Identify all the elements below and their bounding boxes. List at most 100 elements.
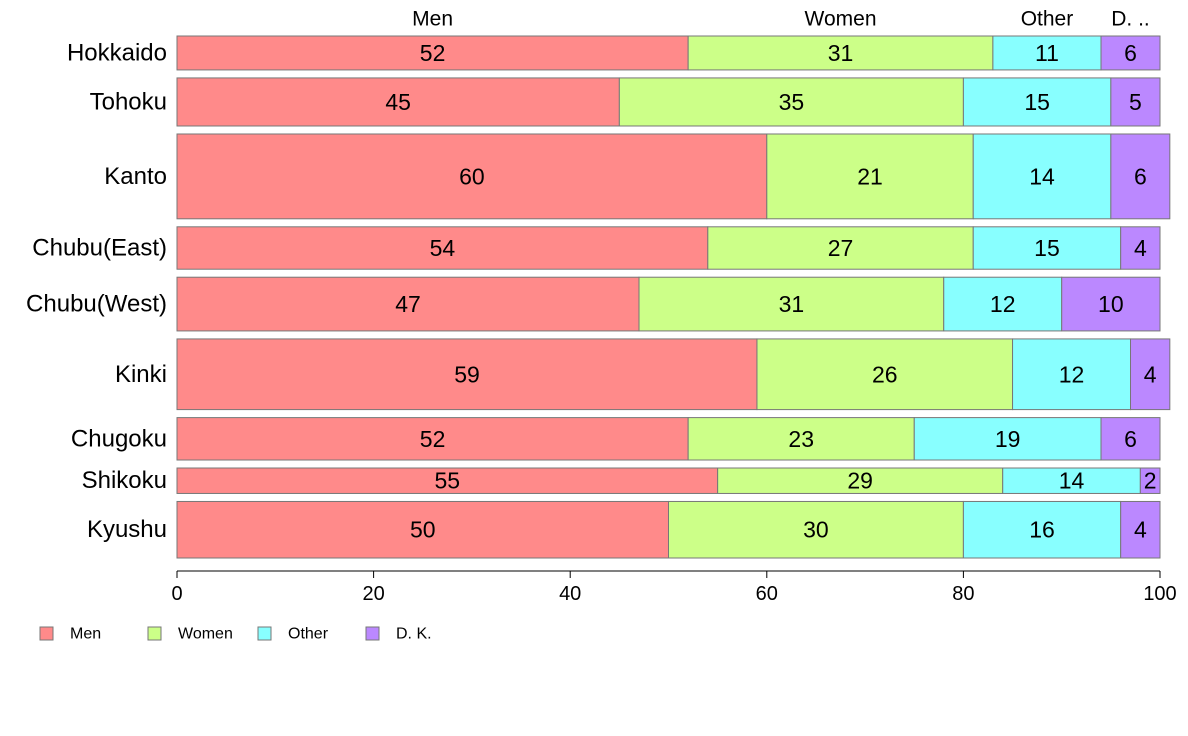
bar-segment-other bbox=[992, 35, 1102, 71]
data-label: 26 bbox=[872, 361, 898, 387]
row-chugoku: Chugoku 52 23 19 6 bbox=[71, 417, 1161, 461]
data-label: 29 bbox=[847, 468, 873, 494]
data-label: 52 bbox=[420, 40, 446, 66]
x-axis: 0 20 40 60 80 100 bbox=[171, 570, 1177, 605]
bar-segment-women bbox=[618, 77, 964, 127]
data-label: 54 bbox=[430, 235, 456, 261]
bar-segment-men bbox=[176, 133, 768, 220]
bar-segment-other bbox=[1012, 338, 1132, 411]
row-label: Shikoku bbox=[82, 467, 167, 494]
bar-segment-women bbox=[668, 500, 964, 559]
data-label: 4 bbox=[1144, 361, 1157, 387]
bar-segment-d-k bbox=[1120, 500, 1161, 559]
data-label: 30 bbox=[803, 517, 829, 543]
data-label: 6 bbox=[1134, 163, 1147, 189]
column-header: Men bbox=[412, 8, 453, 31]
row-kyushu: Kyushu 50 30 16 4 bbox=[87, 500, 1161, 559]
x-tick-label: 40 bbox=[559, 583, 581, 605]
legend-item-d-k: D. K. bbox=[365, 626, 432, 643]
data-label: 45 bbox=[385, 89, 411, 115]
row-tohoku: Tohoku 45 35 15 5 bbox=[90, 77, 1161, 127]
x-tick-label: 60 bbox=[756, 583, 778, 605]
row-label: Kinki bbox=[115, 361, 167, 388]
legend-item-men: Men bbox=[39, 626, 101, 643]
x-tick-label: 20 bbox=[362, 583, 384, 605]
data-label: 21 bbox=[857, 163, 883, 189]
legend-swatch bbox=[147, 626, 162, 641]
bar-segment-men bbox=[176, 77, 620, 127]
bar-segment-men bbox=[176, 276, 640, 332]
row-hokkaido: Hokkaido 52 31 11 6 bbox=[67, 35, 1161, 71]
bar-segment-men bbox=[176, 467, 719, 494]
legend-swatch bbox=[39, 626, 54, 641]
bar-segment-d-k bbox=[1120, 226, 1161, 270]
row-label: Chubu(East) bbox=[32, 235, 167, 262]
legend-swatch bbox=[257, 626, 272, 641]
bar-segment-men bbox=[176, 338, 758, 411]
bar-segment-women bbox=[638, 276, 945, 332]
legend-label: Other bbox=[288, 626, 329, 643]
bar-segment-d-k bbox=[1100, 417, 1161, 461]
data-label: 11 bbox=[1035, 40, 1059, 66]
legend-item-women: Women bbox=[147, 626, 233, 643]
bar-segment-other bbox=[1002, 467, 1141, 494]
bar-segment-men bbox=[176, 417, 689, 461]
data-label: 16 bbox=[1029, 517, 1055, 543]
bar-segment-d-k bbox=[1100, 35, 1161, 71]
data-label: 6 bbox=[1124, 426, 1137, 452]
column-header: D. .. bbox=[1111, 8, 1150, 31]
data-label: 50 bbox=[410, 517, 436, 543]
data-label: 4 bbox=[1134, 235, 1147, 261]
data-label: 12 bbox=[1059, 361, 1085, 387]
data-label: 52 bbox=[420, 426, 446, 452]
row-label: Kyushu bbox=[87, 516, 167, 543]
data-label: 12 bbox=[990, 291, 1016, 317]
column-headers: Men Women Other D. .. bbox=[412, 8, 1150, 31]
legend-swatch bbox=[365, 626, 380, 641]
row-kanto: Kanto 60 21 14 6 bbox=[104, 133, 1171, 220]
x-tick-label: 0 bbox=[171, 583, 182, 605]
legend-item-other: Other bbox=[257, 626, 329, 643]
data-label: 14 bbox=[1029, 163, 1055, 189]
data-label: 14 bbox=[1059, 468, 1085, 494]
chart-rows: Hokkaido 52 31 11 6 Tohoku 45 35 15 5 Kanto 60 21 14 6… bbox=[26, 35, 1171, 559]
data-label: 5 bbox=[1129, 89, 1142, 115]
data-label: 15 bbox=[1024, 89, 1050, 115]
data-label: 15 bbox=[1034, 235, 1060, 261]
legend-label: Men bbox=[70, 626, 101, 643]
data-label: 55 bbox=[435, 468, 461, 494]
bar-segment-d-k bbox=[1139, 467, 1161, 494]
bar-segment-other bbox=[913, 417, 1102, 461]
row-chubu-west: Chubu(West) 47 31 12 10 bbox=[26, 276, 1161, 332]
data-label: 27 bbox=[828, 235, 854, 261]
row-kinki: Kinki 59 26 12 4 bbox=[115, 338, 1171, 411]
bar-segment-women bbox=[766, 133, 974, 220]
bar-segment-other bbox=[962, 77, 1112, 127]
data-label: 19 bbox=[995, 426, 1021, 452]
bar-segment-d-k bbox=[1110, 133, 1171, 220]
data-label: 47 bbox=[395, 291, 421, 317]
row-label: Tohoku bbox=[90, 88, 167, 115]
data-label: 4 bbox=[1134, 517, 1147, 543]
data-label: 60 bbox=[459, 163, 485, 189]
row-label: Chubu(West) bbox=[26, 291, 167, 318]
data-label: 10 bbox=[1098, 291, 1124, 317]
legend-label: D. K. bbox=[396, 626, 432, 643]
legend-label: Women bbox=[178, 626, 233, 643]
column-header: Other bbox=[1021, 8, 1074, 31]
bar-segment-d-k bbox=[1130, 338, 1171, 411]
bar-segment-men bbox=[176, 35, 689, 71]
bar-segment-d-k bbox=[1110, 77, 1161, 127]
legend: Men Women Other D. K. bbox=[39, 626, 432, 643]
row-label: Kanto bbox=[104, 163, 167, 190]
bar-segment-women bbox=[756, 338, 1014, 411]
x-tick-label: 100 bbox=[1143, 583, 1176, 605]
bar-segment-women bbox=[687, 35, 994, 71]
bar-segment-women bbox=[707, 226, 974, 270]
row-shikoku: Shikoku 55 29 14 2 bbox=[82, 467, 1161, 494]
data-label: 59 bbox=[454, 361, 480, 387]
data-label: 6 bbox=[1124, 40, 1137, 66]
row-label: Hokkaido bbox=[67, 39, 167, 66]
bar-segment-d-k bbox=[1061, 276, 1161, 332]
